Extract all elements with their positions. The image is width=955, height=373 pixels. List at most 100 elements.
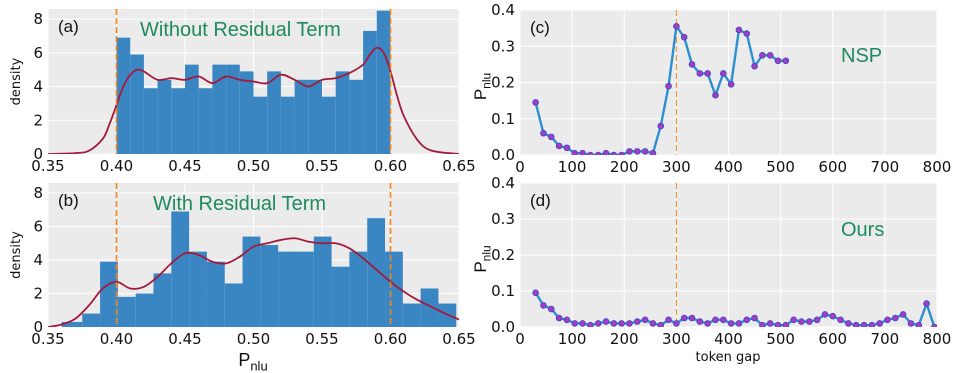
data-point [759, 52, 766, 59]
data-point [610, 320, 618, 327]
data-point [673, 23, 680, 30]
histogram-bar [116, 37, 131, 154]
y-tick-label: 0.3 [491, 210, 515, 228]
panel-label: (b) [58, 191, 79, 210]
data-point [790, 316, 797, 324]
y-tick-label: 0.4 [491, 1, 515, 19]
x-tick-label: 400 [714, 330, 743, 348]
data-point [563, 316, 571, 324]
x-tick-label: 0.35 [31, 330, 64, 348]
x-tick-label: 300 [662, 158, 691, 176]
x-tick-label: 200 [610, 330, 639, 348]
x-tick-label: 0.40 [100, 330, 133, 348]
data-point [891, 314, 899, 322]
y-tick-label: 0 [33, 145, 43, 163]
x-tick-label: 0.55 [305, 330, 338, 348]
data-point [665, 82, 672, 90]
data-point [735, 320, 743, 327]
data-point [805, 318, 813, 325]
data-point [641, 316, 649, 324]
data-point [829, 312, 837, 320]
y-tick-label: 8 [33, 10, 43, 28]
data-point [540, 302, 547, 309]
data-point [907, 320, 915, 327]
data-point [766, 320, 774, 327]
x-tick-label: 0.50 [237, 330, 270, 348]
histogram-bar [294, 79, 309, 154]
series-line [534, 292, 936, 327]
data-point [649, 320, 657, 327]
data-point [837, 316, 844, 324]
data-point [563, 144, 571, 152]
panel-label: (d) [530, 191, 551, 210]
data-point [680, 314, 688, 322]
axis-label-text: Pnlu [471, 73, 493, 100]
data-point [649, 149, 657, 155]
data-point [751, 314, 758, 322]
x-tick-label: 200 [610, 158, 639, 176]
x-tick-label: 0.35 [31, 157, 64, 175]
y-tick-label: 0.0 [491, 318, 515, 336]
histogram-bar [308, 79, 322, 154]
annotation: Without Residual Term [140, 19, 341, 41]
y-axis-label: density [9, 57, 24, 105]
x-tick-label: 500 [766, 158, 795, 176]
data-point [696, 70, 704, 77]
data-point [782, 321, 790, 327]
data-point [532, 289, 539, 297]
data-point [915, 321, 923, 327]
axis-label-pnlu: Pnlu [471, 245, 493, 272]
histogram-bar [278, 251, 296, 327]
data-point [719, 316, 727, 324]
x-tick-label: 0 [515, 158, 525, 176]
histogram-bar [189, 251, 207, 327]
data-point [884, 316, 891, 324]
data-point [618, 151, 625, 155]
y-tick-label: 4 [33, 251, 43, 269]
y-tick-label: 0.2 [491, 74, 515, 92]
histogram-bar [267, 71, 281, 154]
panel-label: (c) [530, 18, 550, 37]
x-tick-label: 700 [871, 158, 900, 176]
data-point [555, 142, 563, 150]
data-point [845, 320, 852, 327]
x-tick-label: 0.55 [305, 157, 338, 175]
histogram-bar [349, 251, 368, 327]
histogram-bar [206, 261, 225, 327]
histogram-bar [349, 79, 364, 154]
data-point [547, 133, 555, 141]
data-point [782, 57, 790, 65]
y-tick-label: 6 [33, 44, 43, 62]
data-point [759, 321, 766, 327]
data-point [704, 70, 711, 77]
data-point [594, 151, 602, 155]
data-point [798, 318, 805, 325]
y-tick-label: 0.1 [491, 110, 515, 128]
axis-label-pnlu: Pnlu [471, 73, 493, 100]
y-axis-label: density [9, 231, 24, 279]
data-point [547, 305, 555, 313]
histogram-bar [253, 96, 268, 154]
y-tick-label: 0.2 [491, 246, 515, 264]
data-point [735, 26, 743, 34]
y-tick-label: 0 [33, 318, 43, 336]
data-point [712, 316, 719, 324]
x-tick-label: 0.60 [374, 330, 407, 348]
data-point [696, 318, 704, 325]
data-point [657, 122, 665, 130]
histogram-bar [322, 96, 336, 154]
histogram-bar [260, 244, 279, 327]
data-point [626, 148, 633, 155]
data-point [602, 318, 610, 325]
data-point [813, 316, 821, 324]
data-point [688, 61, 696, 68]
data-point [743, 316, 751, 324]
data-point [587, 151, 594, 155]
data-point [633, 148, 641, 155]
histogram-bar [226, 64, 240, 154]
histogram-bar [157, 79, 172, 154]
axis-label-text: Pnlu [238, 350, 267, 373]
histogram-bar [135, 293, 154, 327]
histogram-bar [61, 321, 83, 327]
data-point [657, 321, 665, 327]
